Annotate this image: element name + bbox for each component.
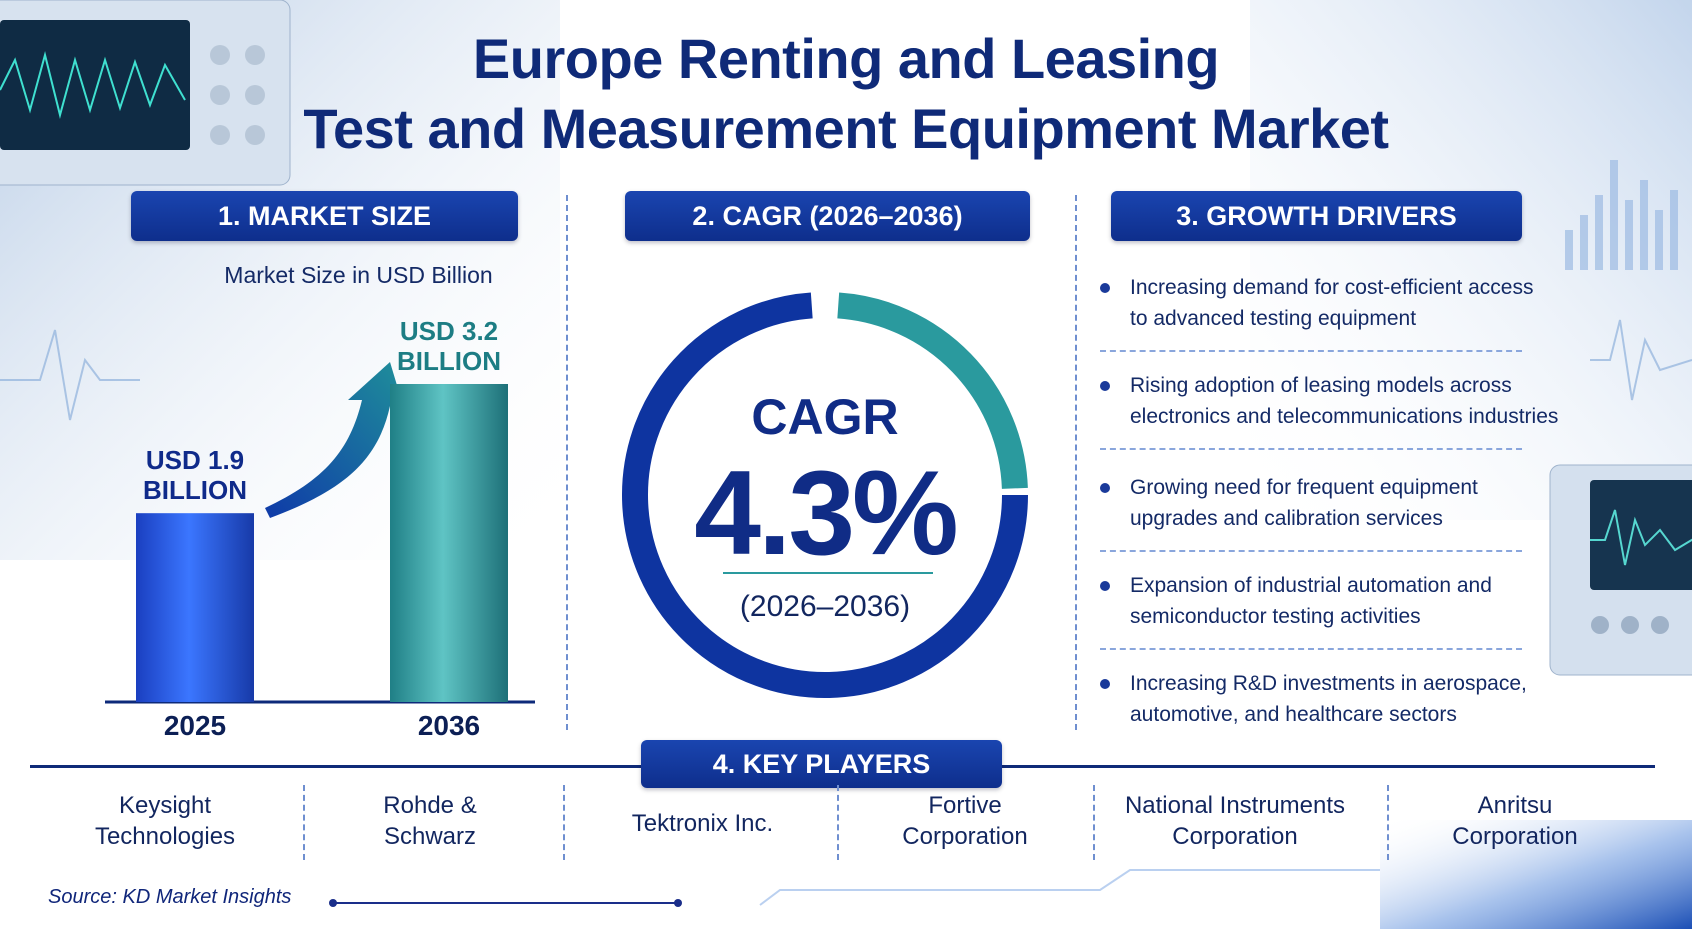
growth-driver-item: Increasing demand for cost-efficient acc… xyxy=(1130,272,1560,334)
cagr-value: 4.3% xyxy=(694,446,959,580)
key-player-line1: Rohde & xyxy=(383,792,477,819)
data-label-2036: USD 3.2 BILLION xyxy=(370,316,528,376)
cagr-ring-primary-arc xyxy=(622,292,1028,698)
growth-driver-item: Growing need for frequent equipment upgra… xyxy=(1130,472,1560,534)
data-label-line2: BILLION xyxy=(397,346,501,376)
key-player-line1: Fortive xyxy=(928,792,1002,819)
growth-driver-item: Expansion of industrial automation and se… xyxy=(1130,570,1560,632)
title-line-2: Test and Measurement Equipment Market xyxy=(303,97,1389,160)
player-divider xyxy=(1387,785,1389,860)
key-player: Anritsu Corporation xyxy=(1390,790,1640,852)
market-size-chart xyxy=(105,362,535,704)
title-line-1: Europe Renting and Leasing xyxy=(472,27,1220,90)
oscilloscope-illustration-right xyxy=(1549,464,1692,676)
driver-bullet xyxy=(1100,679,1110,689)
key-player: National Instruments Corporation xyxy=(1095,790,1375,852)
key-player-line2: Corporation xyxy=(1452,823,1578,850)
growth-driver-line1: Expansion of industrial automation and xyxy=(1130,574,1492,597)
driver-bullet xyxy=(1100,483,1110,493)
section-cagr: 2. CAGR (2026–2036) xyxy=(625,191,1030,241)
data-label-line2: BILLION xyxy=(143,475,247,506)
chart-title: Market Size in USD Billion xyxy=(224,262,493,288)
bar-2025 xyxy=(136,513,254,702)
growth-driver-line1: Rising adoption of leasing models across xyxy=(1130,374,1512,397)
player-divider xyxy=(303,785,305,860)
driver-divider xyxy=(1100,350,1522,352)
data-label-line1: USD 1.9 xyxy=(145,445,245,476)
divider-1 xyxy=(566,195,568,730)
key-player-line2: Corporation xyxy=(1172,823,1298,850)
growth-driver-line2: electronics and telecommunications indus… xyxy=(1130,405,1559,428)
data-label-2025: USD 1.9 BILLION xyxy=(116,445,274,505)
driver-divider xyxy=(1100,648,1522,650)
driver-divider xyxy=(1100,550,1522,552)
growth-arrow xyxy=(265,362,405,518)
divider-2 xyxy=(1075,195,1077,730)
section-market-size: 1. MARKET SIZE xyxy=(131,191,518,241)
data-label-line1: USD 3.2 xyxy=(399,316,499,346)
key-player-line2: Schwarz xyxy=(383,823,477,850)
source-note: Source: KD Market Insights xyxy=(48,886,292,908)
key-player: Rohde & Schwarz xyxy=(305,790,555,852)
player-divider xyxy=(563,785,565,860)
oscilloscope-illustration-left xyxy=(0,0,291,186)
key-player-line2: Technologies xyxy=(94,823,236,850)
key-player: Tektronix Inc. xyxy=(565,808,840,839)
player-divider xyxy=(1093,785,1095,860)
tick-label-2025: 2025 xyxy=(163,710,227,741)
key-player-line1: Anritsu xyxy=(1477,792,1553,819)
tick-label-2036: 2036 xyxy=(417,710,481,741)
driver-bullet xyxy=(1100,283,1110,293)
cagr-label: CAGR xyxy=(751,389,899,445)
player-divider xyxy=(837,785,839,860)
growth-driver-line2: to advanced testing equipment xyxy=(1130,307,1417,330)
key-player-line1: Tektronix Inc. xyxy=(631,810,774,837)
driver-bullet xyxy=(1100,581,1110,591)
growth-driver-line2: automotive, and healthcare sectors xyxy=(1130,703,1457,726)
growth-driver-line2: semiconductor testing activities xyxy=(1130,605,1421,628)
cagr-period: (2026–2036) xyxy=(739,590,911,623)
driver-divider xyxy=(1100,448,1522,450)
cagr-ring-accent-arc xyxy=(837,292,1028,489)
key-player-line2: Corporation xyxy=(902,823,1028,850)
key-player: Keysight Technologies xyxy=(40,790,290,852)
cagr-ring xyxy=(622,292,1028,698)
growth-driver-item: Rising adoption of leasing models across… xyxy=(1130,370,1560,432)
section-growth-drivers: 3. GROWTH DRIVERS xyxy=(1111,191,1522,241)
driver-bullet xyxy=(1100,381,1110,391)
growth-driver-item: Increasing R&D investments in aerospace,… xyxy=(1130,668,1560,730)
key-player: Fortive Corporation xyxy=(840,790,1090,852)
growth-driver-line1: Increasing R&D investments in aerospace, xyxy=(1130,672,1527,695)
growth-driver-line1: Increasing demand for cost-efficient acc… xyxy=(1130,276,1534,299)
section-key-players: 4. KEY PLAYERS xyxy=(641,740,1002,788)
key-player-line1: National Instruments xyxy=(1124,792,1346,819)
growth-driver-line1: Growing need for frequent equipment xyxy=(1130,476,1478,499)
growth-driver-line2: upgrades and calibration services xyxy=(1130,507,1443,530)
bar-2036 xyxy=(390,384,508,702)
key-player-line1: Keysight xyxy=(118,792,212,819)
